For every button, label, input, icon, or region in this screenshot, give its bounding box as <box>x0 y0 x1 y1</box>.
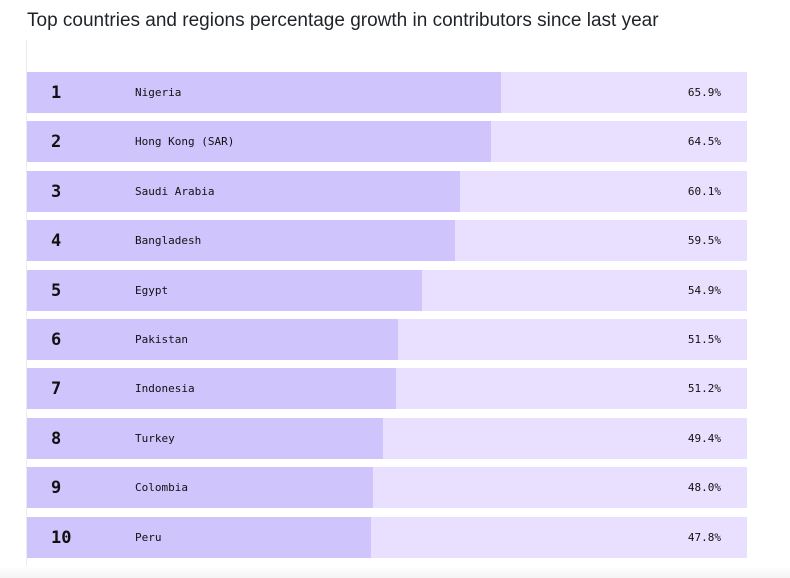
bar-fill <box>27 467 373 508</box>
bar-row: 5 Egypt 54.9% <box>27 270 747 311</box>
bar-fill <box>27 368 396 409</box>
value-label: 49.4% <box>687 432 721 445</box>
bar-fill <box>27 171 460 212</box>
left-divider <box>26 40 27 578</box>
value-label: 64.5% <box>687 135 721 148</box>
value-label: 48.0% <box>687 481 721 494</box>
country-label: Saudi Arabia <box>135 185 215 198</box>
rank-label: 10 <box>51 527 72 548</box>
bar-fill <box>27 121 492 162</box>
value-label: 60.1% <box>687 185 721 198</box>
bar-row: 10 Peru 47.8% <box>27 517 747 558</box>
value-label: 51.5% <box>687 333 721 346</box>
rank-label: 6 <box>51 329 62 350</box>
bar-row: 3 Saudi Arabia 60.1% <box>27 171 747 212</box>
rank-label: 7 <box>51 378 62 399</box>
value-label: 59.5% <box>687 234 721 247</box>
country-label: Egypt <box>135 284 169 297</box>
bar-fill <box>27 319 398 360</box>
country-label: Colombia <box>135 481 188 494</box>
value-label: 47.8% <box>687 531 721 544</box>
bar-fill <box>27 270 423 311</box>
value-label: 51.2% <box>687 382 721 395</box>
bar-row: 7 Indonesia 51.2% <box>27 368 747 409</box>
country-label: Indonesia <box>135 382 195 395</box>
country-label: Pakistan <box>135 333 188 346</box>
country-label: Nigeria <box>135 86 182 99</box>
bar-row: 6 Pakistan 51.5% <box>27 319 747 360</box>
rank-label: 5 <box>51 280 62 301</box>
country-label: Bangladesh <box>135 234 202 247</box>
rank-label: 3 <box>51 181 62 202</box>
country-label: Hong Kong (SAR) <box>135 135 235 148</box>
rank-label: 2 <box>51 131 62 152</box>
rank-label: 4 <box>51 230 62 251</box>
bar-fill <box>27 72 502 113</box>
bar-fill <box>27 418 383 459</box>
rank-label: 8 <box>51 428 62 449</box>
rank-label: 9 <box>51 477 62 498</box>
bar-row: 9 Colombia 48.0% <box>27 467 747 508</box>
country-label: Turkey <box>135 432 175 445</box>
bar-fill <box>27 220 456 261</box>
bottom-edge <box>0 566 790 578</box>
bar-row: 8 Turkey 49.4% <box>27 418 747 459</box>
rank-label: 1 <box>51 82 62 103</box>
bar-row: 2 Hong Kong (SAR) 64.5% <box>27 121 747 162</box>
bar-fill <box>27 517 372 558</box>
value-label: 65.9% <box>687 86 721 99</box>
bar-row: 1 Nigeria 65.9% <box>27 72 747 113</box>
bar-row: 4 Bangladesh 59.5% <box>27 220 747 261</box>
value-label: 54.9% <box>687 284 721 297</box>
chart-title: Top countries and regions percentage gro… <box>27 10 659 31</box>
country-label: Peru <box>135 531 162 544</box>
